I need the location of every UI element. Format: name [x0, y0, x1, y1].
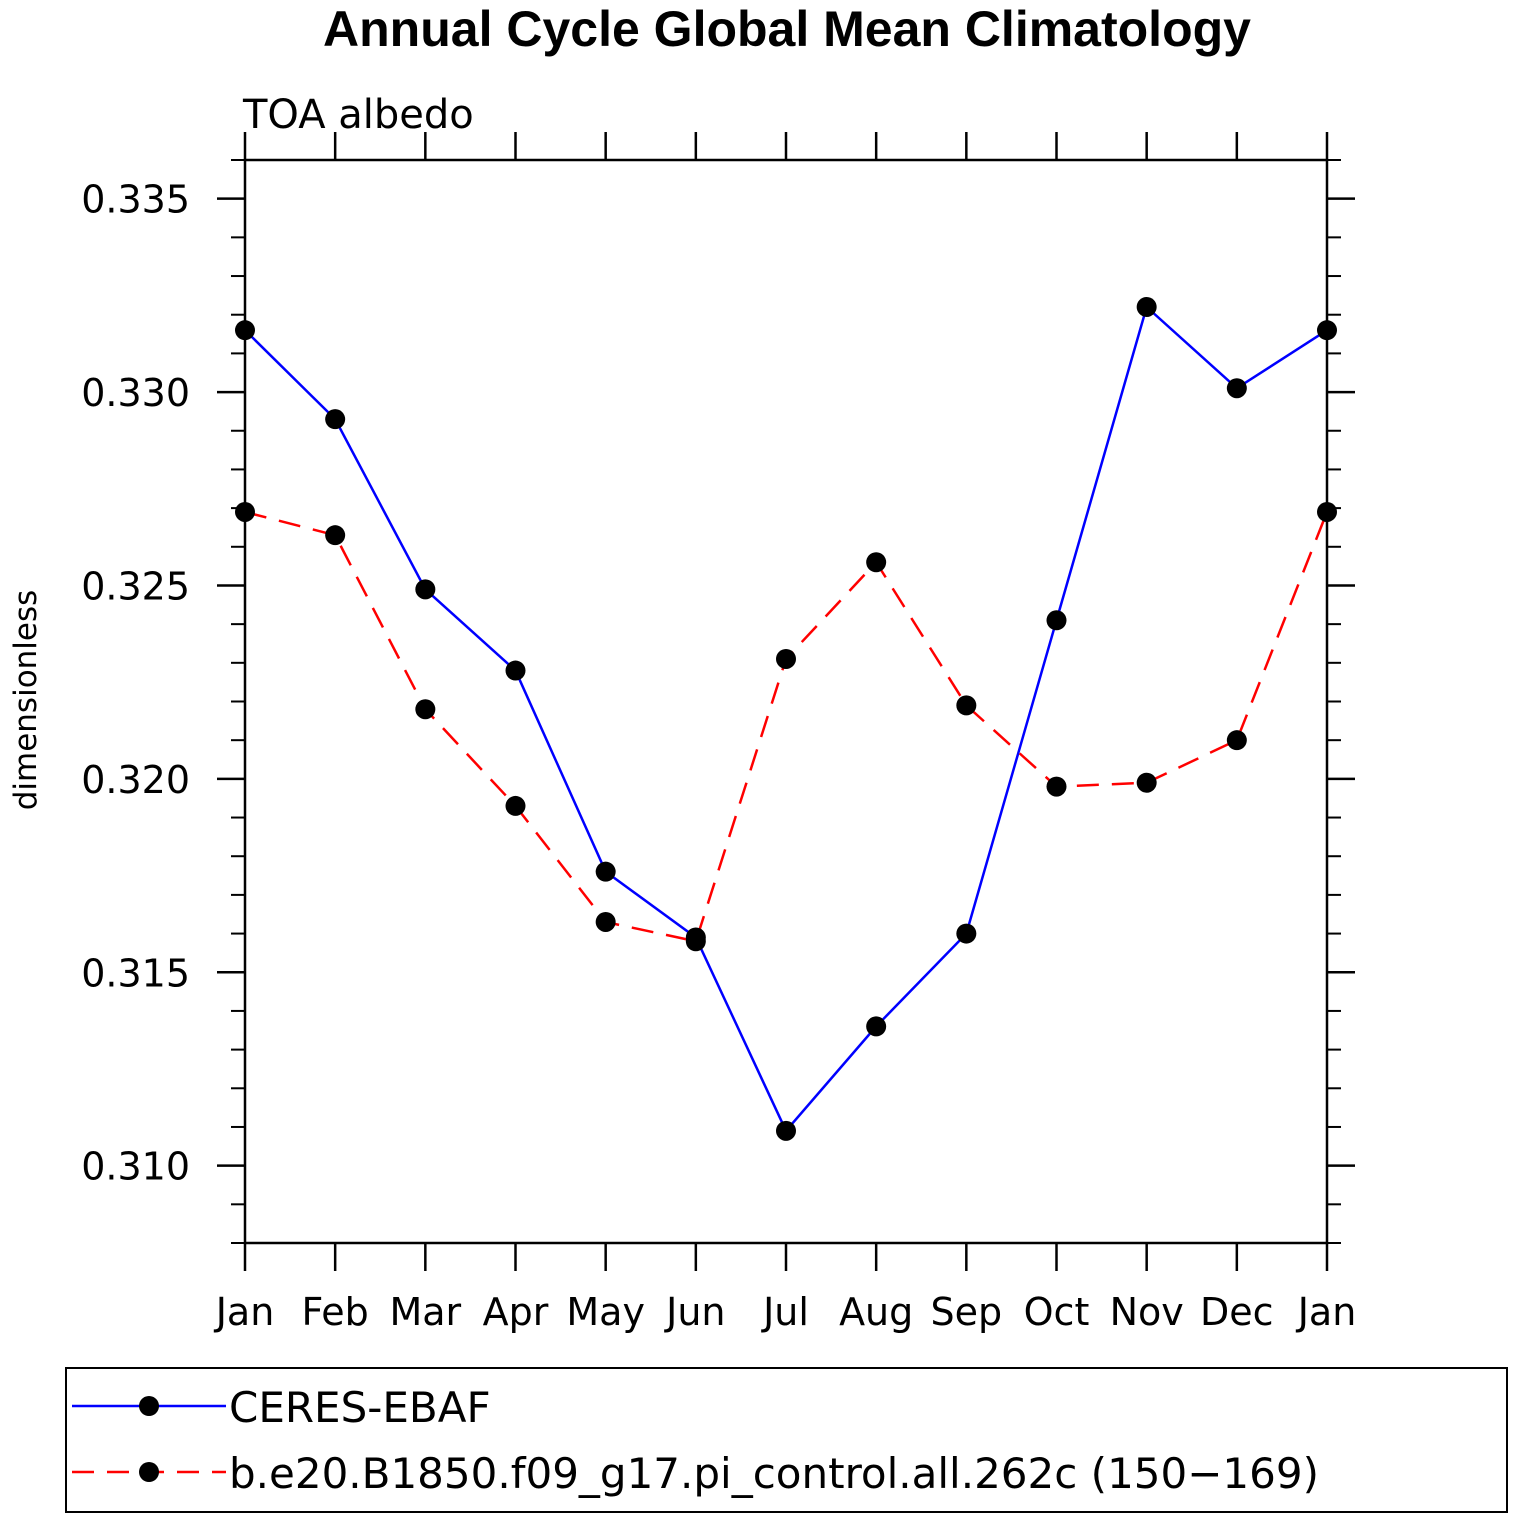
axis-tick-labels: Jan Feb Mar Apr May Jun Jul Aug Sep Oct Nov Dec Jan 0…	[81, 178, 1356, 1334]
x-tick-label: Feb	[302, 1290, 369, 1334]
legend: CERES-EBAF b.e20.B1850.f09_g17.pi_control…	[65, 1367, 1508, 1513]
series-2-point	[776, 648, 796, 669]
series-2-point	[1136, 772, 1157, 793]
x-tick-label: Jan	[214, 1290, 275, 1334]
x-tick-label: Jun	[664, 1290, 725, 1334]
y-tick-label: 0.315	[81, 951, 190, 995]
series-2-point	[1226, 730, 1247, 751]
legend-marker-1	[139, 1396, 159, 1416]
x-tick-label: Jan	[1296, 1290, 1357, 1334]
series-1-point	[956, 923, 977, 944]
x-tick-label: Aug	[839, 1290, 913, 1334]
x-tick-label: Oct	[1024, 1290, 1090, 1334]
plot-frame	[243, 158, 1329, 1245]
series-line-1	[244, 304, 1328, 1134]
y-tick-label: 0.330	[81, 371, 190, 415]
series-2-point	[505, 795, 526, 816]
series-2-point	[325, 525, 346, 546]
x-tick-label: Apr	[483, 1290, 549, 1334]
y-tick-label: 0.310	[81, 1145, 190, 1189]
series-2-point	[595, 911, 616, 932]
series-1-point	[866, 1016, 887, 1037]
series-2-point	[415, 699, 436, 720]
series-1-point	[1226, 378, 1247, 399]
legend-label-1: CERES-EBAF	[229, 1383, 491, 1432]
y-tick-label: 0.320	[81, 758, 190, 802]
x-tick-label: Dec	[1200, 1290, 1274, 1334]
y-axis-label: dimensionless	[8, 590, 44, 811]
series-markers	[235, 296, 1337, 1141]
x-tick-label: Sep	[931, 1290, 1003, 1334]
chart-title: Annual Cycle Global Mean Climatology	[323, 1, 1251, 57]
series-1-point	[325, 409, 346, 430]
legend-label-2: b.e20.B1850.f09_g17.pi_control.all.262c …	[229, 1449, 1319, 1498]
series-2-point	[956, 695, 977, 716]
legend-box	[65, 1367, 1508, 1513]
x-tick-label: May	[566, 1290, 645, 1334]
x-tick-label: Jul	[761, 1290, 809, 1334]
series-lines	[244, 304, 1329, 1134]
series-2-point	[685, 931, 706, 952]
y-tick-label: 0.335	[81, 178, 190, 222]
x-tick-label: Nov	[1110, 1290, 1184, 1334]
x-tick-label: Mar	[389, 1290, 461, 1334]
series-2-point	[866, 552, 887, 573]
series-1-point	[505, 660, 526, 681]
series-1-point	[1046, 610, 1067, 631]
y-tick-label: 0.325	[81, 564, 190, 608]
series-1-point	[415, 579, 436, 600]
series-line-2	[244, 510, 1329, 943]
axis-ticks	[217, 132, 1355, 1271]
series-1-point	[776, 1120, 796, 1141]
chart-subtitle: TOA albedo	[242, 92, 474, 138]
series-2-point	[1046, 776, 1067, 797]
series-1-point	[1136, 296, 1157, 317]
series-1-point	[595, 861, 616, 882]
legend-marker-2	[139, 1462, 159, 1482]
